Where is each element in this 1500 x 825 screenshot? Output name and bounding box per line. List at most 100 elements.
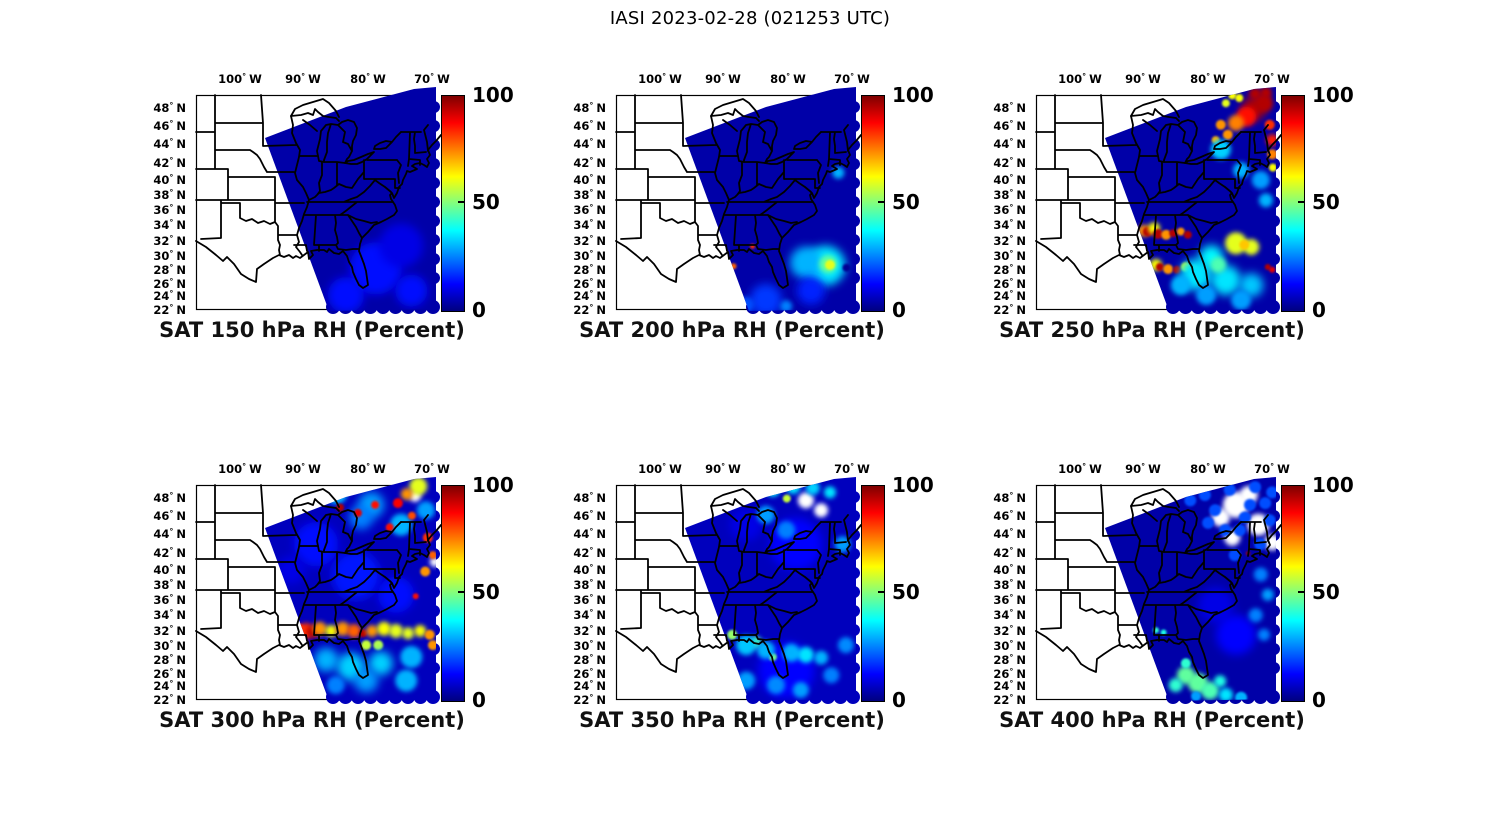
lat-tick-label: 40° N	[142, 561, 186, 577]
degree-symbol: °	[850, 462, 855, 471]
degree-symbol: °	[1009, 172, 1014, 182]
lat-tick-value: 34	[993, 217, 1010, 232]
lon-tick-label: 90° W	[705, 462, 741, 476]
colorbar	[441, 485, 465, 702]
lat-tick-label: 26° N	[562, 275, 606, 291]
lat-direction: N	[596, 302, 606, 317]
panel-200hpa: 100° W 90° W 80° W 70° W 48° N 46° N 44° N 42° N 40° N 38°…	[566, 50, 946, 360]
lat-tick-value: 40	[573, 562, 590, 577]
degree-symbol: °	[589, 248, 594, 258]
rh-data-layer	[719, 166, 851, 311]
degree-symbol: °	[169, 233, 174, 243]
degree-symbol: °	[1141, 72, 1146, 81]
lat-tick-value: 24	[573, 678, 590, 693]
lat-tick-value: 22	[993, 692, 1010, 707]
colorbar-tick-label: 100	[1312, 83, 1354, 107]
panel-150hpa: 100° W 90° W 80° W 70° W 48° N 46° N 44° N 42° N 40° N 38°…	[146, 50, 526, 360]
degree-symbol: °	[169, 666, 174, 676]
colorbar-tick-label: 50	[892, 580, 920, 604]
lat-direction: N	[1016, 302, 1026, 317]
lon-tick-label: 90° W	[705, 72, 741, 86]
lat-tick-label: 36° N	[982, 591, 1026, 607]
degree-symbol: °	[169, 490, 174, 500]
map-plot-250hpa	[1035, 87, 1282, 314]
lat-tick-value: 26	[993, 276, 1010, 291]
lat-direction: N	[1016, 692, 1026, 707]
degree-symbol: °	[589, 545, 594, 555]
lon-tick-value: 80	[770, 462, 787, 476]
lat-direction: N	[176, 545, 186, 560]
lon-tick-value: 80	[1190, 462, 1207, 476]
lat-tick-label: 48° N	[562, 99, 606, 115]
lat-direction: N	[596, 666, 606, 681]
degree-symbol: °	[589, 302, 594, 312]
lat-tick-value: 32	[573, 623, 590, 638]
lon-tick-label: 90° W	[285, 462, 321, 476]
lat-tick-value: 28	[153, 262, 170, 277]
lat-tick-label: 26° N	[982, 665, 1026, 681]
lat-tick-value: 32	[153, 233, 170, 248]
degree-symbol: °	[1009, 666, 1014, 676]
lat-tick-label: 22° N	[142, 301, 186, 317]
lat-tick-value: 26	[993, 666, 1010, 681]
colorbar-tick-label: 100	[1312, 473, 1354, 497]
lat-tick-label: 26° N	[562, 665, 606, 681]
panel-title: SAT 250 hPa RH (Percent)	[999, 318, 1305, 342]
lat-tick-value: 26	[153, 276, 170, 291]
lon-tick-label: 100° W	[1058, 462, 1102, 476]
degree-symbol: °	[169, 172, 174, 182]
lat-tick-value: 42	[993, 155, 1010, 170]
lat-direction: N	[176, 607, 186, 622]
lat-direction: N	[596, 526, 606, 541]
lat-tick-label: 46° N	[142, 117, 186, 133]
degree-symbol: °	[589, 692, 594, 702]
colorbar	[861, 95, 885, 312]
lon-tick-label: 100° W	[218, 72, 262, 86]
lat-tick-label: 40° N	[562, 171, 606, 187]
lat-tick-label: 46° N	[562, 507, 606, 523]
lat-direction: N	[596, 638, 606, 653]
lat-tick-label: 28° N	[562, 651, 606, 667]
colorbar-tick-label: 100	[892, 83, 934, 107]
lat-tick-value: 44	[993, 136, 1010, 151]
lat-tick-value: 48	[573, 100, 590, 115]
lat-direction: N	[176, 623, 186, 638]
lon-direction: W	[1148, 462, 1161, 476]
lon-tick-label: 90° W	[1125, 72, 1161, 86]
rh-data-layer	[1153, 481, 1276, 701]
lat-direction: N	[176, 100, 186, 115]
lat-tick-value: 48	[993, 100, 1010, 115]
lat-tick-value: 48	[573, 490, 590, 505]
lat-tick-label: 40° N	[982, 561, 1026, 577]
degree-symbol: °	[1009, 562, 1014, 572]
lat-direction: N	[176, 666, 186, 681]
lon-tick-label: 100° W	[638, 462, 682, 476]
lat-direction: N	[1016, 638, 1026, 653]
lon-tick-label: 80° W	[1190, 462, 1226, 476]
lon-tick-value: 100	[638, 72, 663, 86]
degree-symbol: °	[589, 652, 594, 662]
lon-tick-value: 80	[1190, 72, 1207, 86]
lat-tick-label: 38° N	[982, 576, 1026, 592]
lat-tick-label: 34° N	[142, 606, 186, 622]
degree-symbol: °	[589, 288, 594, 298]
lat-direction: N	[176, 678, 186, 693]
lon-tick-label: 70° W	[1254, 72, 1290, 86]
lat-tick-label: 32° N	[562, 232, 606, 248]
colorbar-tick-label: 50	[472, 580, 500, 604]
lat-tick-value: 30	[573, 638, 590, 653]
lon-tick-label: 80° W	[770, 462, 806, 476]
lon-tick-value: 80	[770, 72, 787, 86]
degree-symbol: °	[1009, 692, 1014, 702]
degree-symbol: °	[589, 187, 594, 197]
lat-direction: N	[596, 508, 606, 523]
degree-symbol: °	[430, 72, 435, 81]
colorbar-tick-label: 50	[472, 190, 500, 214]
lon-tick-value: 70	[834, 462, 851, 476]
map-plot-200hpa	[615, 87, 862, 314]
lat-tick-value: 24	[573, 288, 590, 303]
lat-direction: N	[1016, 678, 1026, 693]
lat-tick-value: 44	[573, 136, 590, 151]
lat-direction: N	[596, 577, 606, 592]
lon-direction: W	[437, 462, 450, 476]
